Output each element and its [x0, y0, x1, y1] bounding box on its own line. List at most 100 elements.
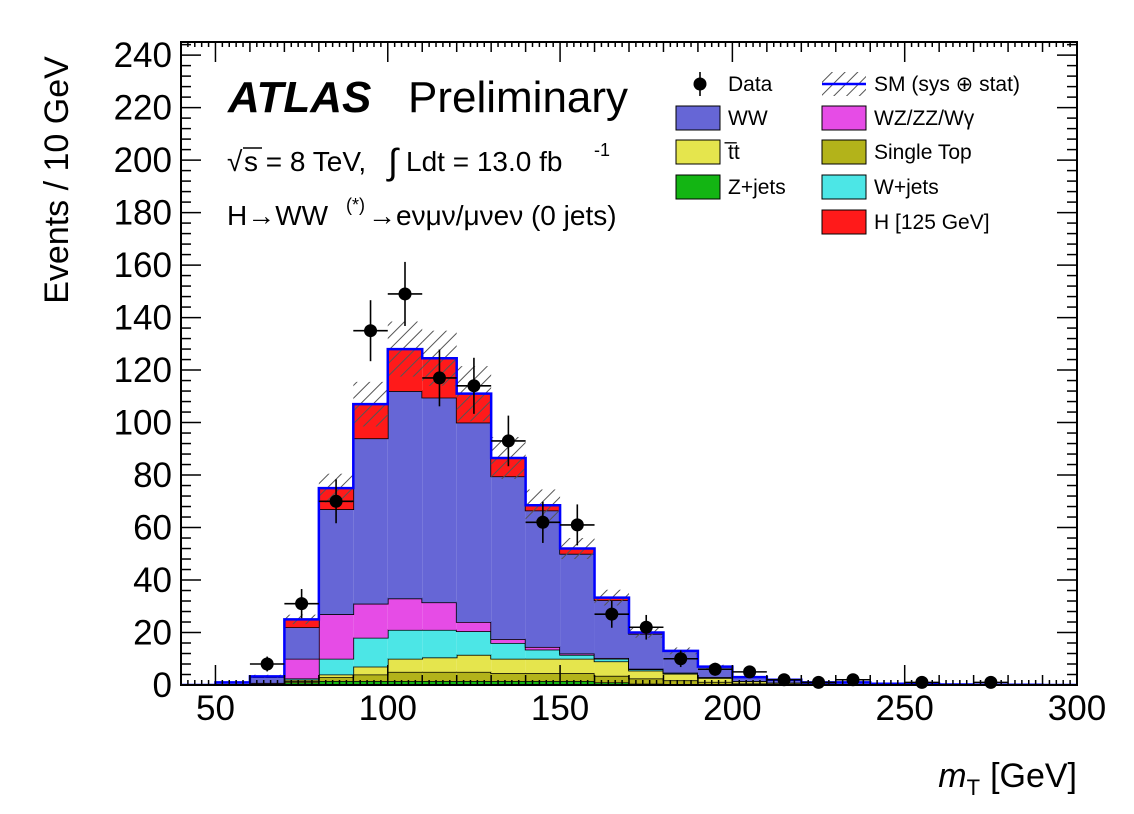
stack-bar: [387, 681, 423, 685]
stack-bar: [318, 681, 354, 685]
y-tick-label: 140: [114, 299, 172, 338]
data-marker: [467, 379, 481, 393]
data-marker: [708, 662, 722, 676]
y-tick-label: 160: [114, 246, 172, 285]
data-marker: [398, 287, 412, 301]
stack-bar: [456, 622, 492, 632]
stack-bar: [491, 643, 526, 659]
legend: Data SM (sys ⊕ stat) WW WZ/ZZ/Wγ t̅t Single T…: [675, 72, 1020, 235]
stack-bar: [387, 671, 423, 682]
stack-bar: [525, 649, 561, 659]
legend-entry: WZ/ZZ/Wγ: [821, 105, 975, 131]
data-point: [801, 675, 836, 689]
data-point: [353, 300, 388, 362]
preliminary-label: Preliminary: [408, 73, 628, 122]
stack-bar: [525, 681, 561, 685]
data-point: [249, 656, 285, 672]
stack-bar: [491, 673, 526, 682]
legend-label: Z+jets: [728, 176, 786, 199]
data-marker: [915, 675, 929, 689]
stack-bar: [732, 677, 767, 682]
lumi-label: Ldt = 13.0 fb: [406, 146, 562, 177]
stack-layer-5: [181, 390, 1077, 685]
stack-bar: [629, 670, 664, 679]
data-marker: [570, 518, 584, 532]
data-marker: [364, 324, 378, 338]
stack-bar: [491, 476, 526, 640]
legend-swatch: [821, 105, 867, 131]
x-tick-label: 50: [196, 689, 235, 728]
legend-swatch: [821, 174, 867, 200]
data-marker: [674, 652, 688, 666]
legend-swatch: [675, 105, 721, 131]
legend-swatch: [675, 139, 721, 165]
legend-swatch: [821, 209, 867, 235]
stack-bar: [353, 666, 388, 675]
data-marker: [812, 675, 826, 689]
data-point: [318, 479, 354, 524]
stack-bar: [525, 673, 561, 682]
stack-bar: [456, 654, 492, 672]
stack-bar: [318, 674, 354, 678]
data-point: [422, 349, 457, 407]
legend-label: t̅t: [724, 141, 740, 164]
channel-prefix: H→WW: [227, 200, 329, 231]
stack-bar: [560, 553, 595, 654]
stack-bar: [456, 422, 492, 623]
data-point: [456, 357, 492, 414]
data-marker: [536, 515, 550, 529]
channel-annotation: H→WW (*) →eνμν/μνeν (0 jets): [227, 195, 617, 231]
y-axis-ticks: 0 20 40 60 80 100 120 140 160 180 200 220 240: [114, 36, 1077, 705]
stack-bar: [284, 658, 319, 679]
y-tick-label: 20: [133, 614, 172, 653]
x-axis-label: mT [GeV]: [938, 757, 1077, 800]
data-marker: [743, 665, 757, 679]
stack-bar: [422, 671, 457, 682]
legend-label: W+jets: [874, 176, 939, 199]
legend-label: WW: [728, 107, 768, 130]
stack-bar: [353, 438, 388, 604]
stack-bar: [491, 658, 526, 674]
legend-entry: Data: [693, 72, 773, 96]
stack-bar: [353, 674, 388, 682]
y-tick-label: 200: [114, 141, 172, 180]
legend-swatch: [675, 174, 721, 200]
stack-bar: [456, 671, 492, 682]
stack-bar: [284, 682, 319, 685]
legend-entry: WW: [675, 105, 768, 131]
lumi-exponent: -1: [594, 140, 610, 160]
stack-bar: [594, 658, 629, 662]
stack-layer-2: [181, 654, 1077, 685]
y-axis-label: Events / 10 GeV: [38, 56, 76, 304]
stack-bar: [732, 681, 767, 684]
stack-bar: [663, 680, 698, 685]
stack-bar: [318, 677, 354, 682]
stack-bar: [422, 397, 457, 603]
stack-bar: [663, 673, 698, 681]
data-point: [629, 614, 664, 640]
stack-bar: [697, 681, 733, 685]
legend-entry: t̅t: [675, 139, 740, 165]
x-tick-label: 100: [359, 689, 417, 728]
x-tick-label: 300: [1048, 689, 1106, 728]
x-tick-label: 200: [703, 689, 761, 728]
data-marker: [639, 620, 653, 634]
data-point: [525, 501, 561, 543]
stack-bar: [594, 675, 629, 683]
data-marker: [984, 675, 998, 689]
integral-symbol: ∫: [386, 141, 400, 182]
stack-bar: [491, 681, 526, 685]
y-tick-label: 100: [114, 404, 172, 443]
y-tick-label: 240: [114, 36, 172, 75]
stack-bar: [387, 658, 423, 672]
stack-bar: [422, 657, 457, 672]
legend-label: Data: [728, 73, 773, 96]
atlas-title: ATLAS: [227, 73, 371, 122]
data-marker: [295, 597, 309, 611]
y-tick-label: 120: [114, 351, 172, 390]
stack-bar: [387, 391, 423, 599]
stack-bar: [387, 598, 423, 630]
stack-bar: [284, 627, 319, 659]
data-marker: [329, 494, 343, 508]
data-point: [491, 415, 526, 467]
